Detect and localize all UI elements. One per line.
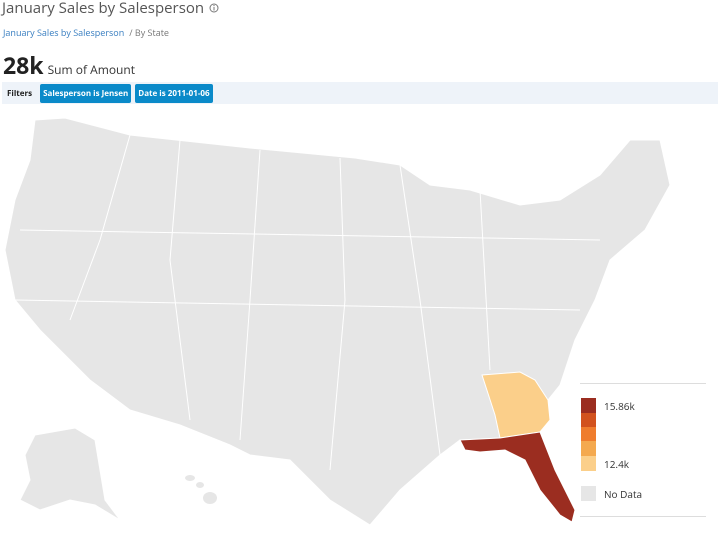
us-mainland[interactable] <box>4 117 671 526</box>
title-text: January Sales by Salesperson <box>2 0 205 18</box>
filter-chip[interactable]: Date is 2011-01-06 <box>135 83 213 103</box>
breadcrumb-link[interactable]: January Sales by Salesperson <box>3 26 125 39</box>
kpi-value: 28k <box>3 49 44 81</box>
filter-bar: Filters Salesperson is Jensen Date is 20… <box>2 82 718 104</box>
filter-chip[interactable]: Salesperson is Jensen <box>40 83 132 103</box>
page-title: January Sales by Salesperson <box>2 0 219 18</box>
hawaii[interactable] <box>185 475 217 504</box>
state-georgia[interactable] <box>481 371 551 439</box>
state-florida[interactable] <box>459 431 576 523</box>
legend: 15.86k 12.4k No Data <box>580 383 706 517</box>
legend-max: 15.86k <box>604 399 635 413</box>
legend-min: 12.4k <box>604 457 630 471</box>
legend-swatch <box>581 441 596 456</box>
legend-swatch <box>581 486 596 501</box>
breadcrumb: January Sales by Salesperson / By State <box>3 26 169 39</box>
info-icon[interactable] <box>209 3 219 13</box>
alaska[interactable] <box>19 427 121 521</box>
filter-label: Filters <box>7 87 33 99</box>
legend-no-data: No Data <box>604 487 643 501</box>
legend-swatch <box>581 427 596 441</box>
legend-swatch <box>581 456 596 471</box>
kpi-label: Sum of Amount <box>47 61 136 78</box>
legend-swatch <box>581 413 596 427</box>
legend-swatch <box>581 398 596 413</box>
state-borders <box>14 134 601 471</box>
breadcrumb-current: / By State <box>129 26 169 39</box>
map <box>4 117 671 526</box>
kpi: 28k Sum of Amount <box>3 49 135 81</box>
